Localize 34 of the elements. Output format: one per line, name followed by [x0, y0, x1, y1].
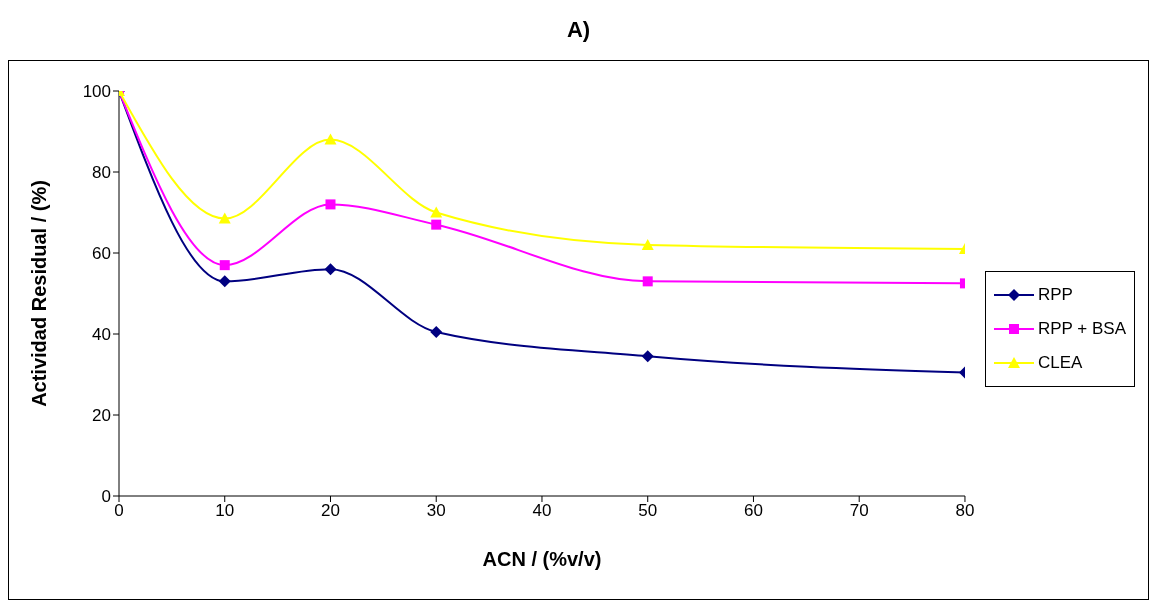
chart-border: RPP RPP + BSA CLEA 0 10 20 30 40 50 60 70 80 ACN / (%v/v) 0 20 40 60 80 100 Actividad Residual / (%)	[8, 60, 1149, 600]
point	[324, 133, 337, 145]
point	[325, 199, 336, 210]
x-tick-label: 10	[215, 501, 235, 521]
x-tick-label: 30	[426, 501, 446, 521]
point	[641, 350, 654, 363]
point	[641, 238, 654, 250]
point	[218, 275, 231, 288]
y-tick-label: 40	[92, 325, 111, 345]
x-tick-label: 0	[114, 501, 124, 521]
x-axis-title: ACN / (%v/v)	[482, 548, 602, 570]
point	[324, 263, 337, 276]
point	[219, 260, 230, 271]
point	[642, 276, 653, 287]
y-tick-label: 60	[92, 244, 111, 264]
y-tick-label: 80	[92, 163, 111, 183]
y-tick-label: 20	[92, 406, 111, 426]
legend-label: CLEA	[1037, 352, 1083, 373]
x-tick-label: 80	[955, 501, 975, 521]
y-tick-label: 100	[82, 82, 111, 102]
y-tick-label: 0	[101, 487, 111, 507]
chart-title: A)	[565, 16, 592, 44]
point	[430, 325, 443, 338]
y-axis-title: Actividad Residual / (%)	[28, 180, 51, 407]
legend-label: RPP + BSA	[1037, 318, 1126, 339]
legend-label: RPP	[1037, 284, 1073, 305]
point	[430, 206, 443, 218]
x-tick-label: 50	[638, 501, 658, 521]
x-tick-label: 70	[849, 501, 869, 521]
point	[431, 219, 442, 230]
x-tick-label: 20	[321, 501, 340, 521]
x-tick-label: 40	[532, 501, 552, 521]
point	[218, 212, 231, 224]
x-tick-label: 60	[744, 501, 763, 521]
